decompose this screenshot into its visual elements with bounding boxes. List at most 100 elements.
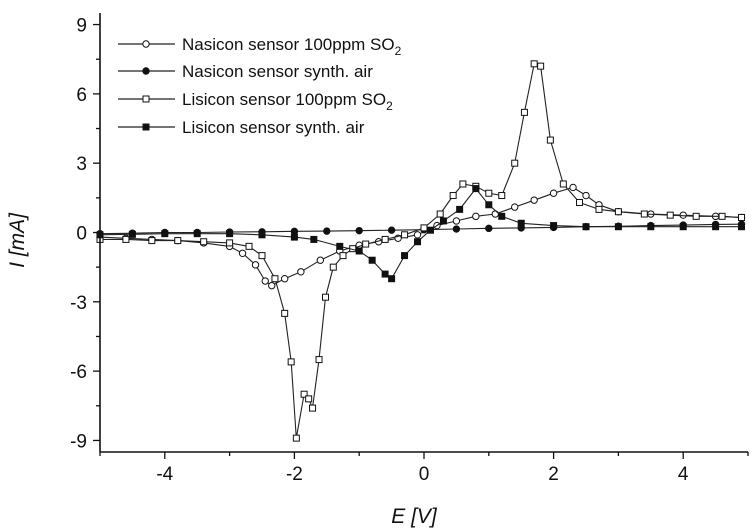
series-4-point — [336, 242, 344, 250]
series-1-point — [251, 261, 260, 269]
series-1-point — [297, 268, 305, 276]
y-tick-label: 6 — [76, 85, 87, 106]
series-1-point — [316, 256, 325, 264]
series-2-point — [290, 227, 299, 236]
series-1-point — [549, 189, 558, 197]
series-4-point — [193, 230, 201, 238]
series-3-point — [595, 205, 603, 213]
series-4-point — [472, 185, 480, 193]
series-4-point — [647, 223, 655, 231]
series-3-point — [226, 239, 234, 247]
series-1-point — [472, 212, 480, 221]
series-3-point — [329, 263, 337, 271]
series-1-point — [238, 249, 247, 257]
series-4-point — [738, 223, 746, 231]
series-3-point — [122, 235, 130, 243]
series-3-point — [498, 192, 506, 200]
x-tick-label: -2 — [286, 464, 303, 485]
legend: Nasicon sensor 100ppm SO2 Nasicon sensor … — [118, 35, 402, 137]
legend-marker — [142, 123, 150, 131]
series-4-point — [355, 247, 363, 255]
series-3-point — [292, 434, 300, 442]
series-3-point — [666, 211, 674, 219]
series-4 — [96, 185, 746, 283]
series-4-point — [290, 233, 298, 241]
series-4-point — [712, 223, 720, 231]
series-1-point — [280, 275, 289, 283]
series-4-point — [439, 217, 447, 225]
x-tick-label: -4 — [156, 464, 173, 485]
series-4-point — [226, 230, 234, 238]
series-3-point — [692, 212, 700, 220]
series-3-point — [174, 237, 182, 245]
series-2-point — [485, 224, 493, 233]
legend-label-text: Lisicon sensor synth. air — [182, 118, 365, 137]
series-3-point — [436, 210, 444, 218]
series-3-point — [258, 252, 266, 260]
legend-label-subscript: 2 — [395, 44, 402, 58]
series-4-point — [614, 223, 622, 231]
series-3-point — [315, 356, 323, 364]
series-3-point — [530, 60, 538, 68]
series-3-point — [401, 231, 409, 239]
series-1-point — [413, 231, 422, 239]
series-4-point — [128, 230, 136, 238]
series-4-point — [310, 235, 318, 243]
y-tick-label: 0 — [76, 224, 87, 245]
series-3-point — [614, 208, 622, 216]
series-4-point — [368, 256, 376, 264]
series-3-point — [381, 235, 389, 243]
legend-label: Lisicon sensor synth. air — [182, 118, 365, 137]
series-3-point — [459, 180, 467, 188]
x-axis-title: E [V] — [391, 505, 438, 528]
y-tick-label: -3 — [70, 293, 87, 314]
y-tick-label: 9 — [76, 16, 87, 37]
legend-label-text: Nasicon sensor synth. air — [182, 62, 373, 81]
series-4-point — [679, 223, 687, 231]
series-3-point — [300, 390, 308, 398]
y-tick-label: -6 — [70, 362, 87, 383]
series-1-point — [268, 281, 276, 290]
x-tick-label: 0 — [419, 464, 430, 485]
legend-marker — [142, 95, 150, 103]
series-1-point — [261, 277, 269, 285]
axis-layer: -4 -2 0 2 4 -9 -6 -3 0 3 6 9 — [70, 13, 749, 485]
series-3-point — [281, 309, 289, 317]
series-3-point — [520, 108, 528, 116]
series-3-point — [485, 189, 493, 197]
series-1-point — [530, 196, 538, 204]
series-4-point — [381, 270, 389, 278]
series-2-point — [387, 226, 396, 234]
series-3-point — [576, 198, 584, 206]
legend-label: Lisicon sensor 100ppm SO2 — [182, 90, 393, 113]
legend-label-text: Nasicon sensor 100ppm SO — [182, 35, 395, 54]
y-axis-title: I [mA] — [6, 212, 29, 268]
series-3-point — [420, 224, 428, 232]
series-3-point — [339, 252, 347, 260]
series-2-point — [355, 226, 363, 235]
series-3-point — [537, 62, 545, 70]
series-3-point — [322, 293, 330, 301]
series-4-point — [456, 205, 464, 213]
series-1-point — [569, 183, 577, 192]
series-1-point — [491, 210, 499, 218]
legend-label-text: Lisicon sensor 100ppm SO — [182, 90, 386, 109]
series-layer — [96, 60, 746, 442]
series-3-point — [640, 210, 648, 218]
series-4-point — [388, 275, 396, 283]
x-tick-label: 4 — [678, 464, 689, 485]
series-3-point — [511, 159, 519, 167]
series-3-point — [245, 242, 253, 250]
legend-label: Nasicon sensor synth. air — [182, 62, 373, 81]
series-3-point — [309, 404, 317, 412]
series-4-point — [517, 219, 525, 227]
series-3-point — [148, 237, 156, 245]
series-4-point — [582, 223, 590, 231]
y-tick-label: -9 — [70, 431, 87, 452]
series-3-point — [305, 395, 313, 403]
series-4-point — [258, 231, 266, 239]
series-3-point — [200, 238, 208, 246]
series-3-point — [271, 275, 279, 283]
series-4-point — [485, 201, 493, 209]
